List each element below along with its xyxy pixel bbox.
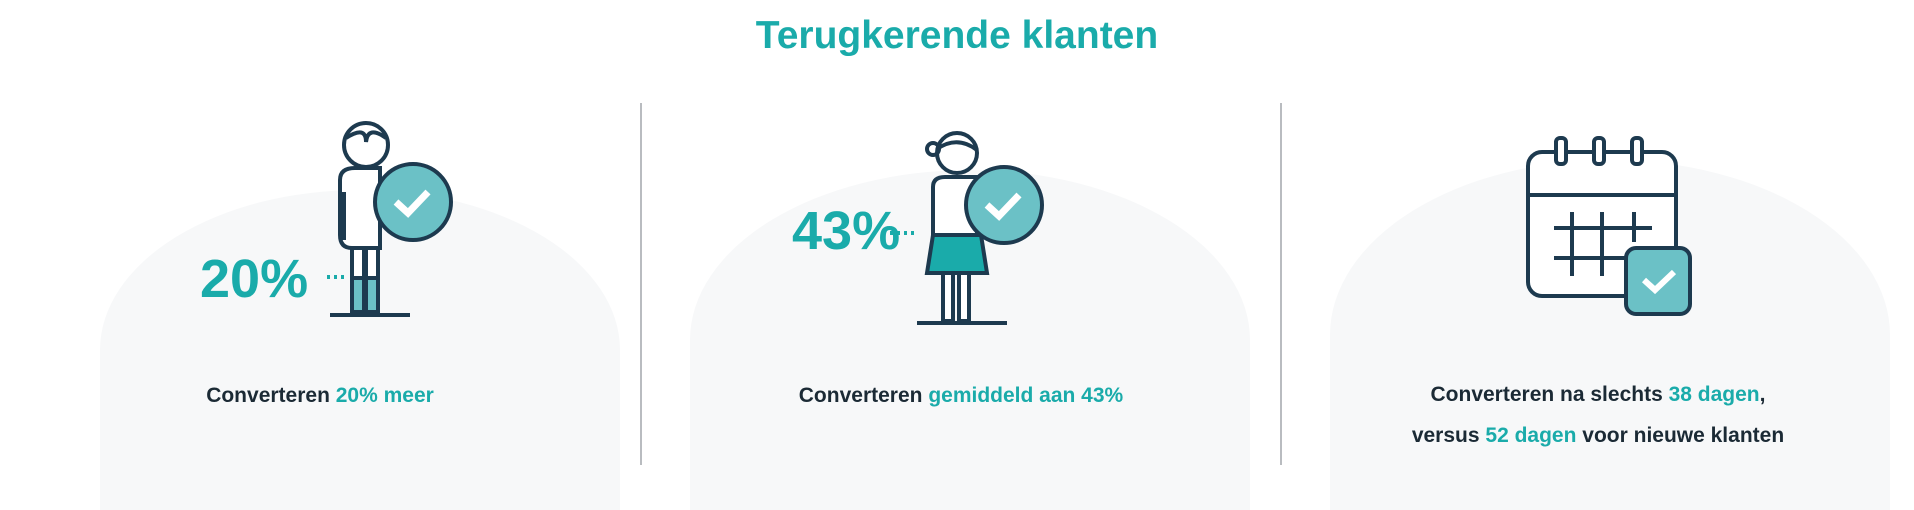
caption-text: versus — [1411, 424, 1486, 447]
caption-highlight: 38 dagen — [1668, 383, 1760, 406]
caption-line-2: versus 52 dagen voor nieuwe klanten — [1282, 415, 1914, 456]
caption-highlight: gemiddeld aan 43% — [928, 384, 1124, 407]
caption-highlight: 52 dagen — [1485, 424, 1577, 447]
male-person-check-icon — [327, 121, 453, 317]
percent-value: 43% — [792, 201, 901, 261]
caption-text: Converteren — [798, 384, 929, 407]
calendar-check-icon — [1526, 136, 1692, 316]
caption: Converteren gemiddeld aan 43% — [642, 375, 1280, 416]
caption-text: Converteren na slechts — [1430, 383, 1669, 406]
caption: Converteren 20% meer — [0, 375, 640, 416]
female-person-check-icon — [890, 131, 1044, 325]
percent-value: 20% — [200, 249, 309, 309]
page-title: Terugkerende klanten — [755, 14, 1159, 57]
caption-text: , — [1759, 383, 1766, 406]
caption-highlight: 20% meer — [335, 384, 434, 407]
panel-conversion-more: 20% Converteren 20% meer — [0, 0, 640, 500]
caption-text: voor nieuwe klanten — [1576, 424, 1785, 447]
caption-text: Converteren — [206, 384, 336, 407]
caption-line-1: Converteren na slechts 38 dagen, — [1282, 374, 1914, 415]
divider — [1280, 103, 1282, 465]
divider — [640, 103, 642, 465]
panel-conversion-average: 43% Converteren gemiddeld aan 43% — [642, 0, 1280, 500]
panel-conversion-days: Converteren na slechts 38 dagen, versus … — [1282, 0, 1914, 500]
